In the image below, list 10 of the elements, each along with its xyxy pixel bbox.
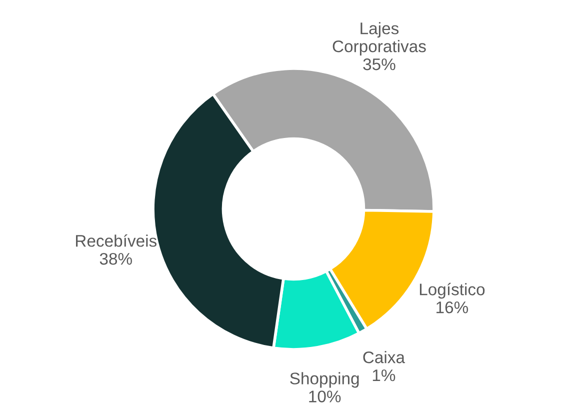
slice-label: Recebíveis: [76, 234, 157, 247]
data-label: 38%: [100, 252, 132, 265]
slice-label: Logístico: [420, 282, 485, 299]
data-label: 35%: [363, 58, 396, 70]
data-label: 16%: [436, 301, 468, 314]
slice-label: Caixa: [363, 351, 405, 364]
slice-label: Lajes Corporativas: [332, 22, 426, 56]
slice-label: Shopping: [290, 372, 359, 388]
data-label: 1%: [372, 369, 396, 382]
data-label: 10%: [309, 390, 341, 402]
